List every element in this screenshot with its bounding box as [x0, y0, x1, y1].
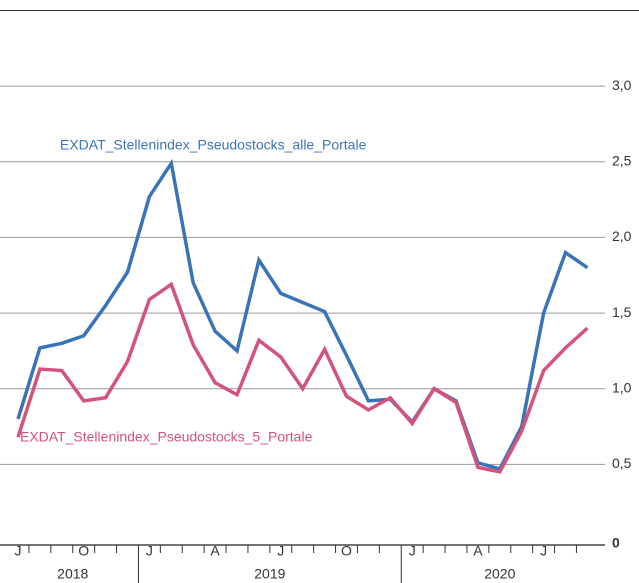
series-label: EXDAT_Stellenindex_Pseudostocks_5_Portal…: [20, 429, 313, 445]
y-tick-label: 3,0: [612, 77, 632, 93]
series-line: [16, 281, 589, 474]
y-tick-label: 1,0: [612, 379, 632, 395]
x-tick-label: A: [210, 543, 220, 559]
x-tick-label: O: [341, 543, 352, 559]
y-tick-label: 2,5: [612, 152, 632, 168]
x-tick-label: J: [540, 543, 547, 559]
y-tick-label: 1,5: [612, 304, 632, 320]
x-tick-label: O: [78, 543, 89, 559]
x-tick-label: J: [15, 543, 22, 559]
x-tick-label: J: [146, 543, 153, 559]
x-tick-label: J: [409, 543, 416, 559]
year-label: 2018: [57, 566, 88, 582]
y-tick-label: 2,0: [612, 228, 632, 244]
x-tick-label: A: [473, 543, 483, 559]
y-tick-label: 0,5: [612, 455, 632, 471]
year-label: 2020: [484, 566, 515, 582]
year-label: 2019: [254, 566, 285, 582]
series-label: EXDAT_Stellenindex_Pseudostocks_alle_Por…: [60, 137, 367, 153]
x-tick-label: J: [277, 543, 284, 559]
series-line: [16, 158, 589, 471]
y-tick-label: 0: [612, 535, 620, 551]
